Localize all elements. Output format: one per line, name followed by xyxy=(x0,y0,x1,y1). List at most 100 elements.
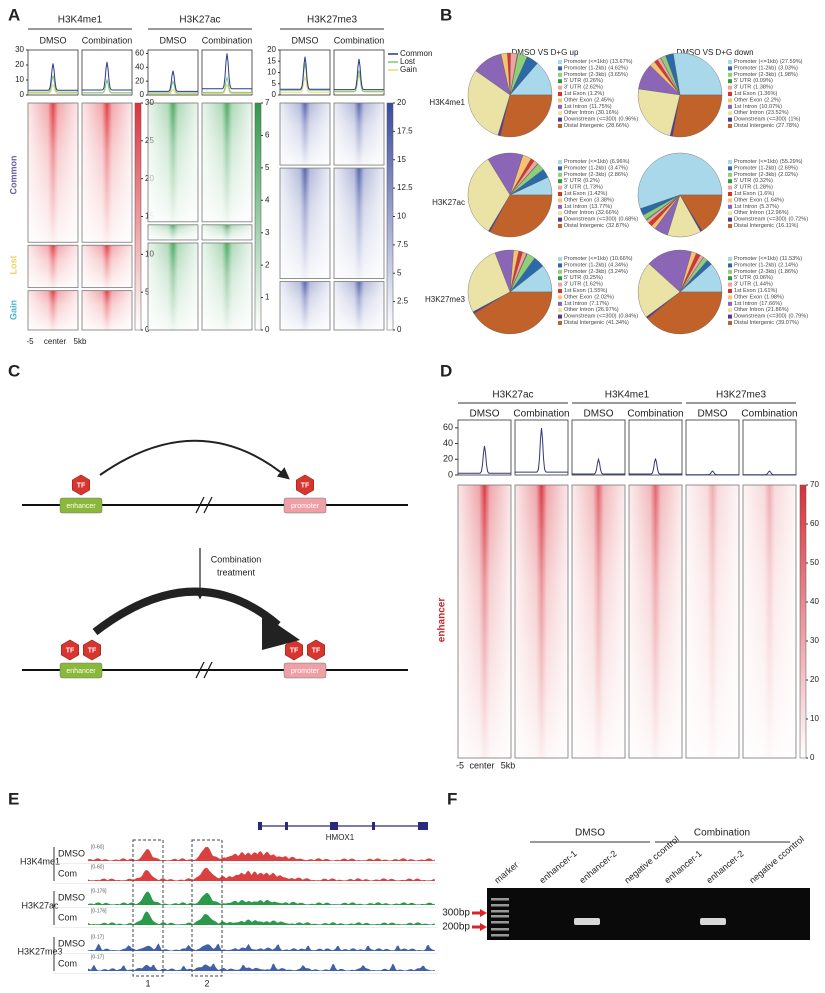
column-label: DMSO xyxy=(470,409,500,420)
profile-frame xyxy=(27,49,79,96)
column-label: Combination xyxy=(627,409,683,420)
legend-swatch xyxy=(558,263,562,268)
heatmap-fade xyxy=(82,290,132,330)
tf-label: TF xyxy=(312,647,321,654)
legend-category: Promoter (<=1kb) xyxy=(734,256,778,262)
heatmap-fade xyxy=(458,485,511,758)
legend-entry: Other Exon (3.38%) xyxy=(564,198,614,204)
y-tick-label: 5 xyxy=(272,79,277,88)
element-label: enhancer xyxy=(66,503,96,510)
legend-category: 1st Exon xyxy=(564,191,586,197)
panel-letter: C xyxy=(8,361,20,380)
legend-swatch xyxy=(728,60,732,64)
heatmap-fade xyxy=(280,281,330,330)
heatmap-border xyxy=(27,102,79,243)
legend-label: Common xyxy=(400,49,432,58)
legend-entry: Promoter (<=1kb) (27.59%) xyxy=(734,59,803,65)
legend-entry: Other Exon (2.45%) xyxy=(564,98,614,104)
legend-entry: Promoter (<=1kb) (11.53%) xyxy=(734,256,802,262)
legend-entry: 1st Intron (13.77%) xyxy=(564,204,612,210)
legend-entry: Other Intron (21.86%) xyxy=(734,308,789,314)
legend-entry: 1st Exon (1.55%) xyxy=(564,288,608,294)
legend-swatch xyxy=(558,198,562,203)
legend-entry: Promoter (2-3kb) (2.86%) xyxy=(564,172,628,178)
legend-category: Other Intron xyxy=(734,211,764,217)
legend-value: (16.11%) xyxy=(776,223,798,229)
legend-value: (0.26%) xyxy=(583,79,603,85)
legend-swatch xyxy=(728,72,732,77)
element-label: promoter xyxy=(291,668,320,675)
legend-value: (0.84%) xyxy=(619,314,639,320)
signal-track xyxy=(88,891,435,905)
legend-entry: 1st Exon (1.2%) xyxy=(564,91,604,97)
legend-swatch xyxy=(558,179,562,184)
profile-line xyxy=(743,470,796,476)
legend-category: Other Intron xyxy=(564,111,594,117)
legend-entry: Promoter (1-2kb) (3.47%) xyxy=(564,166,628,172)
legend-value: (5.37%) xyxy=(759,204,779,210)
tf-label: TF xyxy=(66,647,75,654)
legend-entry: Promoter (<=1kb) (6.96%) xyxy=(564,159,630,165)
legend-swatch xyxy=(558,289,562,293)
legend-category: Promoter (1-2kb) xyxy=(564,263,606,269)
panel-letter: B xyxy=(440,5,452,24)
legend-swatch xyxy=(558,185,562,190)
legend-value: (1.36%) xyxy=(758,91,778,97)
pie-title: DMSO VS D+G down xyxy=(676,48,753,57)
legend-value: (28.66%) xyxy=(606,123,629,129)
profile-line xyxy=(280,75,330,93)
colorbar xyxy=(254,102,262,331)
legend-swatch xyxy=(728,111,732,116)
colorbar-label: 50 xyxy=(810,558,819,567)
legend-value: (39.07%) xyxy=(776,320,799,326)
legend-category: 1st Exon xyxy=(734,288,756,294)
legend-category: 1st Intron xyxy=(734,204,757,210)
legend-swatch xyxy=(728,204,732,209)
legend-entry: Promoter (<=1kb) (55.29%) xyxy=(734,159,803,165)
profile-frame xyxy=(279,49,331,96)
pie-slice xyxy=(500,94,553,138)
heatmap-border xyxy=(81,102,133,243)
range-label: [0-176] xyxy=(91,888,107,894)
legend-swatch xyxy=(558,111,562,116)
legend-category: Distal Intergenic xyxy=(564,320,604,326)
legend-swatch xyxy=(558,314,562,319)
y-tick-label: 60 xyxy=(135,49,144,58)
heatmap-fade xyxy=(82,245,132,288)
sample-label: Com xyxy=(58,912,77,922)
element-box xyxy=(283,497,327,514)
colorbar-label: 20 xyxy=(397,98,406,107)
legend-value: (3.03%) xyxy=(778,66,798,72)
legend-category: Downstream (<=300) xyxy=(734,314,787,320)
profile-line xyxy=(82,61,132,91)
heatmap-border xyxy=(279,167,331,279)
column-label: Combination xyxy=(202,35,253,45)
colorbar-label: 5 xyxy=(145,287,150,296)
colorbar xyxy=(386,102,394,331)
marker-band xyxy=(491,928,509,931)
legend-swatch xyxy=(728,66,732,71)
legend-value: (26.97%) xyxy=(596,308,619,314)
heatmap-border xyxy=(628,484,683,759)
legend-swatch xyxy=(728,185,732,190)
legend-value: (6.96%) xyxy=(610,159,630,165)
pcr-band xyxy=(574,918,600,925)
colorbar-label: 2 xyxy=(265,260,270,269)
heatmap-fade xyxy=(202,224,252,240)
y-tick-label: 20 xyxy=(443,454,453,464)
profile-line xyxy=(148,79,198,94)
legend-entry: Promoter (2-3kb) (1.86%) xyxy=(734,269,798,275)
heatmap-border xyxy=(514,484,569,759)
pie-slice xyxy=(637,88,681,137)
legend-value: (1.98%) xyxy=(778,72,798,78)
legend-value: (7.17%) xyxy=(589,301,609,307)
legend-category: 1st Exon xyxy=(564,288,586,294)
pie-slice xyxy=(467,158,511,232)
y-tick-label: 10 xyxy=(15,75,24,84)
legend-entry: 5' UTR (0.26%) xyxy=(564,79,603,85)
legend-swatch xyxy=(728,192,732,196)
legend-swatch xyxy=(558,66,562,71)
column-label: Combination xyxy=(82,35,133,45)
profile-frame xyxy=(685,419,740,476)
legend-swatch xyxy=(728,257,732,261)
